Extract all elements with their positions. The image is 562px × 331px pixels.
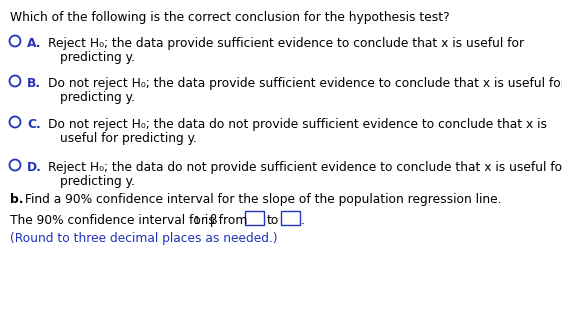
Text: Do not reject H₀; the data do not provide sufficient evidence to conclude that x: Do not reject H₀; the data do not provid… — [48, 118, 547, 131]
Text: B.: B. — [27, 77, 41, 90]
Text: to: to — [267, 214, 279, 227]
Text: The 90% confidence interval for β: The 90% confidence interval for β — [10, 214, 217, 227]
Text: b.: b. — [10, 193, 24, 206]
Text: useful for predicting y.: useful for predicting y. — [60, 132, 197, 145]
FancyBboxPatch shape — [245, 211, 264, 225]
Text: 1: 1 — [194, 216, 200, 226]
FancyBboxPatch shape — [281, 211, 300, 225]
Text: Which of the following is the correct conclusion for the hypothesis test?: Which of the following is the correct co… — [10, 11, 450, 24]
Text: predicting y.: predicting y. — [60, 51, 135, 64]
Text: Do not reject H₀; the data provide sufficient evidence to conclude that x is use: Do not reject H₀; the data provide suffi… — [48, 77, 562, 90]
Text: A.: A. — [27, 37, 42, 50]
Text: (Round to three decimal places as needed.): (Round to three decimal places as needed… — [10, 232, 278, 245]
Text: Reject H₀; the data do not provide sufficient evidence to conclude that x is use: Reject H₀; the data do not provide suffi… — [48, 161, 562, 174]
Text: .: . — [301, 214, 305, 227]
Text: is from: is from — [201, 214, 247, 227]
Text: predicting y.: predicting y. — [60, 175, 135, 188]
Text: C.: C. — [27, 118, 41, 131]
Text: Reject H₀; the data provide sufficient evidence to conclude that x is useful for: Reject H₀; the data provide sufficient e… — [48, 37, 524, 50]
Text: D.: D. — [27, 161, 42, 174]
Text: predicting y.: predicting y. — [60, 91, 135, 104]
Text: Find a 90% confidence interval for the slope of the population regression line.: Find a 90% confidence interval for the s… — [21, 193, 501, 206]
